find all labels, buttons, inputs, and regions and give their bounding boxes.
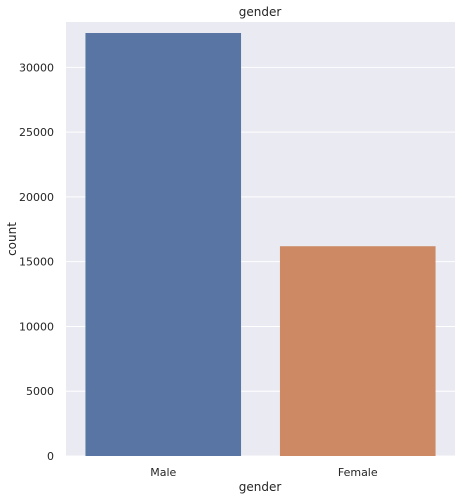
chart-title: gender (239, 5, 282, 19)
y-tick-label: 25000 (19, 126, 54, 139)
x-axis-label: gender (239, 480, 282, 494)
x-tick-label: Female (338, 466, 378, 479)
y-tick-label: 0 (47, 450, 54, 463)
y-tick-label: 15000 (19, 256, 54, 269)
x-tick-label: Male (150, 466, 176, 479)
bar-male (85, 33, 242, 457)
y-tick-label: 5000 (26, 385, 54, 398)
bar-female (279, 246, 436, 456)
y-axis-label: count (5, 222, 19, 256)
y-tick-label: 20000 (19, 191, 54, 204)
y-tick-label: 30000 (19, 61, 54, 74)
x-tick-labels: Male Female (150, 466, 378, 479)
y-tick-labels: 0 5000 10000 15000 20000 25000 30000 (19, 61, 54, 463)
y-tick-label: 10000 (19, 320, 54, 333)
bars-group (85, 33, 436, 457)
